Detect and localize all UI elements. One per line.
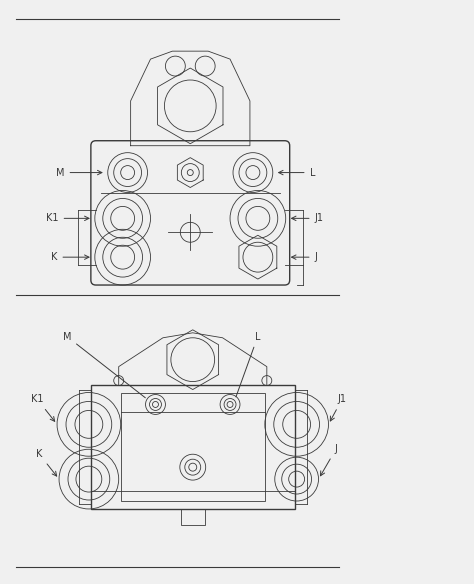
Text: L: L — [236, 332, 260, 397]
Text: M: M — [56, 168, 102, 178]
Text: K: K — [36, 449, 57, 476]
Text: J: J — [292, 252, 318, 262]
Text: M: M — [63, 332, 146, 398]
Text: K1: K1 — [31, 394, 55, 421]
Bar — [91, 384, 295, 509]
Text: J1: J1 — [292, 213, 324, 223]
Text: L: L — [279, 168, 315, 178]
Bar — [181, 509, 205, 525]
Bar — [121, 392, 265, 501]
Text: J: J — [320, 444, 337, 476]
Text: J1: J1 — [330, 394, 346, 421]
Text: K1: K1 — [46, 213, 89, 223]
Text: K: K — [51, 252, 89, 262]
